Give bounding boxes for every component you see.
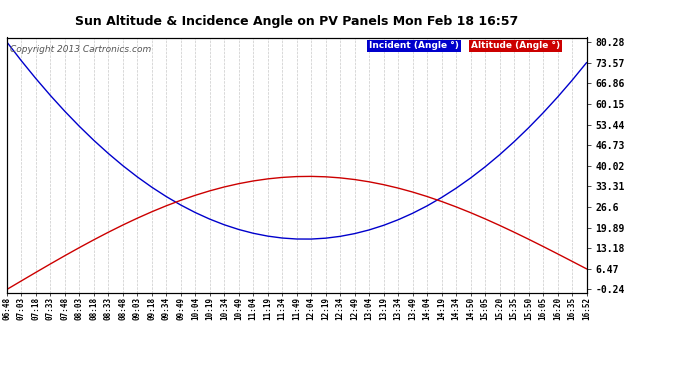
- Text: Altitude (Angle °): Altitude (Angle °): [471, 41, 560, 50]
- Text: Incident (Angle °): Incident (Angle °): [369, 41, 459, 50]
- Text: Copyright 2013 Cartronics.com: Copyright 2013 Cartronics.com: [10, 45, 151, 54]
- Text: Sun Altitude & Incidence Angle on PV Panels Mon Feb 18 16:57: Sun Altitude & Incidence Angle on PV Pan…: [75, 15, 518, 28]
